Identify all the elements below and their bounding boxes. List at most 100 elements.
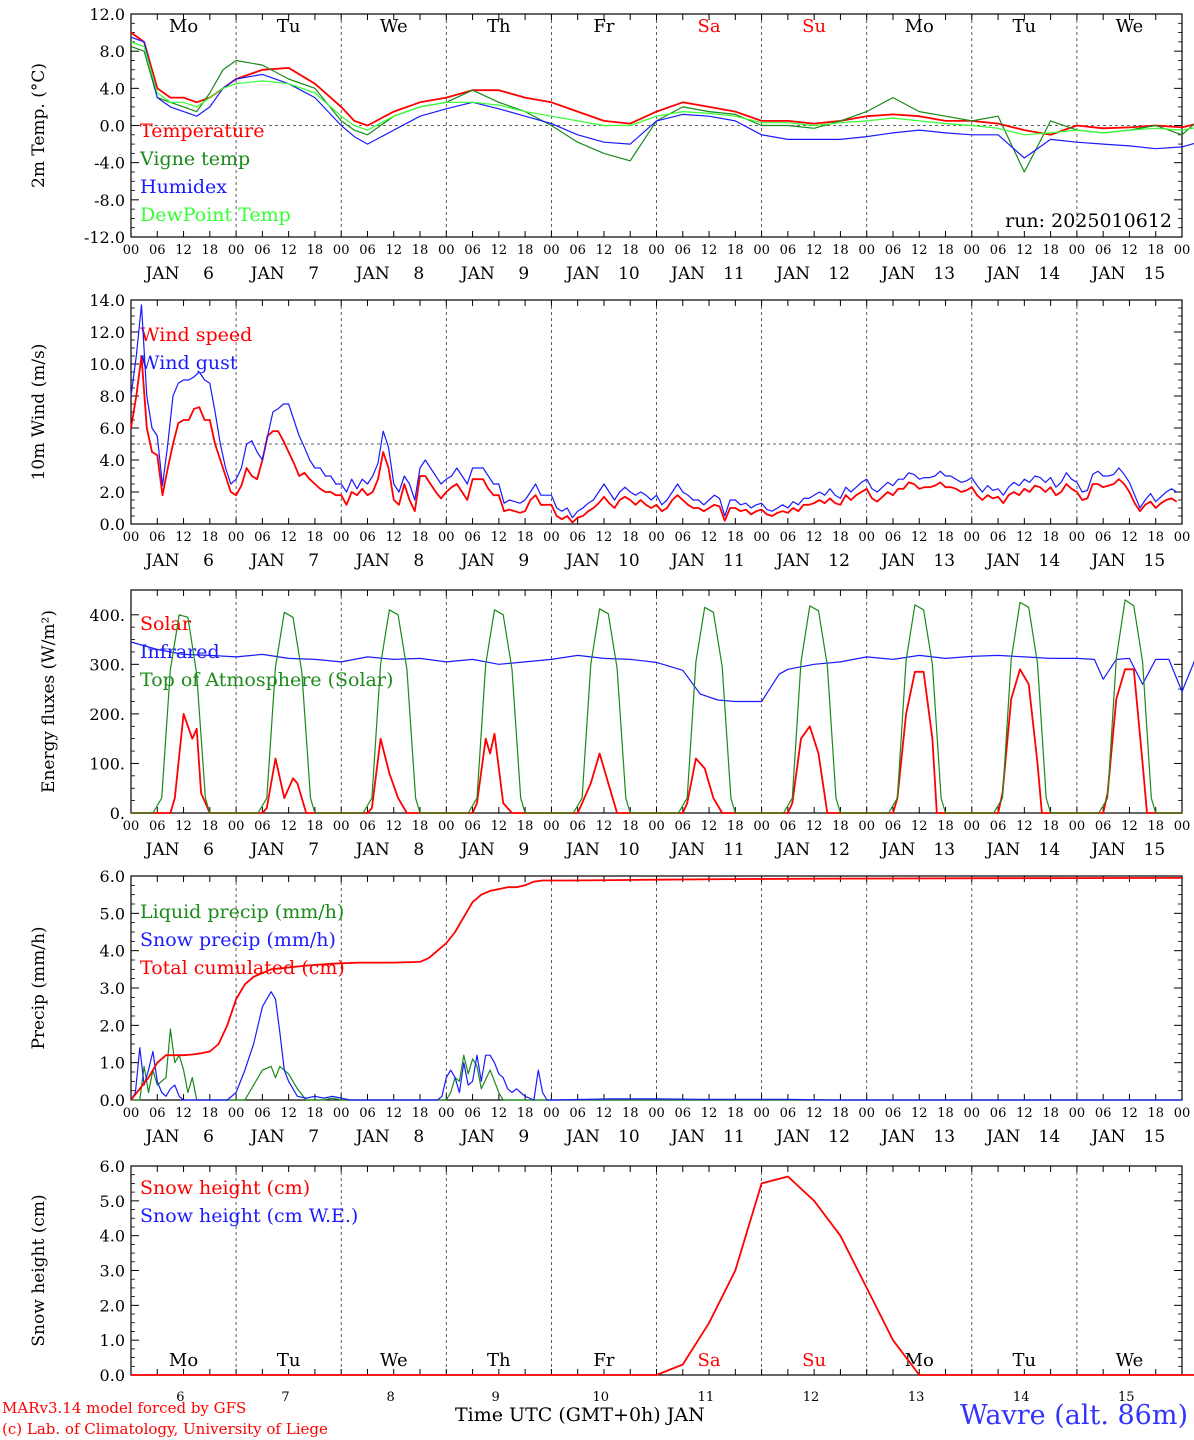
y-tick-label: 8.0 bbox=[100, 42, 125, 61]
y-tick-label: -4.0 bbox=[94, 154, 125, 173]
x-hour-label: 06 bbox=[359, 1106, 376, 1121]
x-hour-label: 12 bbox=[911, 1106, 928, 1121]
y-tick-label: 12.0 bbox=[89, 5, 125, 24]
x-hour-label: 12 bbox=[911, 530, 928, 545]
x-day-label-month: JAN bbox=[984, 551, 1020, 571]
x-hour-label: 06 bbox=[359, 819, 376, 834]
x-hour-label: 00 bbox=[438, 819, 455, 834]
x-hour-label: 00 bbox=[333, 1106, 350, 1121]
series-line-snow-height-cm- bbox=[131, 1175, 1194, 1376]
x-day-label-day: 15 bbox=[1144, 840, 1166, 860]
x-day-label-day: 14 bbox=[1039, 1127, 1061, 1147]
legend-entry: Snow height (cm W.E.) bbox=[140, 1205, 358, 1227]
x-hour-label: 06 bbox=[675, 819, 692, 834]
weekday-label: Th bbox=[487, 16, 511, 37]
x-hour-label: 18 bbox=[1147, 530, 1164, 545]
weekday-label: Mo bbox=[169, 16, 198, 37]
x-hour-label: 00 bbox=[648, 819, 665, 834]
x-day-label-day: 13 bbox=[933, 264, 955, 284]
x-hour-label: 00 bbox=[1174, 819, 1191, 834]
x-day-label-month: JAN bbox=[249, 840, 285, 860]
x-hour-label: 06 bbox=[569, 1106, 586, 1121]
y-tick-label: 200. bbox=[89, 705, 125, 724]
x-hour-label: 06 bbox=[1095, 819, 1112, 834]
x-hour-label: 00 bbox=[228, 530, 245, 545]
x-hour-label: 12 bbox=[385, 530, 402, 545]
x-day-label-month: JAN bbox=[984, 840, 1020, 860]
x-day-label-day: 11 bbox=[723, 551, 745, 571]
weekday-label: Fr bbox=[593, 16, 614, 37]
x-hour-label: 06 bbox=[149, 819, 166, 834]
x-hour-label: 00 bbox=[333, 819, 350, 834]
x-day-label-month: JAN bbox=[249, 551, 285, 571]
series-line-solar bbox=[131, 668, 1182, 814]
x-hour-label: 12 bbox=[280, 1106, 297, 1121]
x-day-label-month: JAN bbox=[564, 840, 600, 860]
x-day-label-month: JAN bbox=[459, 840, 495, 860]
x-day-label: 15 bbox=[1118, 1390, 1135, 1405]
x-hour-label: 00 bbox=[228, 243, 245, 258]
x-day-label-day: 9 bbox=[518, 1127, 529, 1147]
legend-entry: Wind speed bbox=[140, 324, 252, 346]
y-tick-label: 5.0 bbox=[100, 904, 125, 923]
y-axis-label: 2m Temp. (°C) bbox=[29, 63, 49, 188]
weekday-label: We bbox=[380, 1350, 408, 1371]
x-day-label-month: JAN bbox=[774, 1127, 810, 1147]
x-hour-label: 00 bbox=[858, 819, 875, 834]
x-day-label-month: JAN bbox=[354, 264, 390, 284]
x-hour-label: 18 bbox=[937, 819, 954, 834]
y-tick-label: 4.0 bbox=[100, 1227, 125, 1246]
y-axis-label: Precip (mm/h) bbox=[29, 926, 49, 1049]
x-day-label: 11 bbox=[698, 1390, 715, 1405]
x-hour-label: 06 bbox=[464, 530, 481, 545]
x-hour-label: 18 bbox=[307, 530, 324, 545]
x-hour-label: 12 bbox=[1016, 243, 1033, 258]
x-day-label-month: JAN bbox=[984, 1127, 1020, 1147]
x-day-label-day: 7 bbox=[308, 1127, 319, 1147]
lab-credit: (c) Lab. of Climatology, University of L… bbox=[2, 1420, 328, 1438]
x-hour-label: 00 bbox=[648, 530, 665, 545]
x-hour-label: 18 bbox=[832, 1106, 849, 1121]
x-hour-label: 12 bbox=[701, 1106, 718, 1121]
y-tick-label: 4.0 bbox=[100, 79, 125, 98]
x-day-label-day: 12 bbox=[828, 264, 850, 284]
weekday-label: Tu bbox=[277, 1350, 301, 1371]
x-hour-label: 00 bbox=[1069, 1106, 1086, 1121]
x-hour-label: 12 bbox=[175, 1106, 192, 1121]
x-hour-label: 06 bbox=[990, 819, 1007, 834]
x-hour-label: 00 bbox=[648, 243, 665, 258]
plot-frame bbox=[130, 299, 1183, 525]
y-tick-label: 4.0 bbox=[100, 942, 125, 961]
x-hour-label: 12 bbox=[911, 243, 928, 258]
x-hour-label: 18 bbox=[307, 819, 324, 834]
x-hour-label: 18 bbox=[517, 530, 534, 545]
y-tick-label: 3.0 bbox=[100, 1262, 125, 1281]
x-day-label-day: 10 bbox=[618, 840, 640, 860]
x-hour-label: 18 bbox=[832, 530, 849, 545]
legend-entry: Top of Atmosphere (Solar) bbox=[140, 669, 393, 691]
x-day-label-month: JAN bbox=[354, 840, 390, 860]
y-tick-label: 1.0 bbox=[100, 1054, 125, 1073]
x-hour-label: 18 bbox=[307, 243, 324, 258]
x-day-label-day: 8 bbox=[413, 840, 424, 860]
x-hour-label: 06 bbox=[675, 243, 692, 258]
x-hour-label: 18 bbox=[622, 1106, 639, 1121]
x-hour-label: 06 bbox=[254, 1106, 271, 1121]
x-hour-label: 18 bbox=[1042, 243, 1059, 258]
x-hour-label: 00 bbox=[333, 530, 350, 545]
x-day-label-month: JAN bbox=[879, 1127, 915, 1147]
weekday-label: Tu bbox=[1013, 1350, 1037, 1371]
x-hour-label: 06 bbox=[569, 530, 586, 545]
x-day-label-month: JAN bbox=[564, 551, 600, 571]
x-hour-label: 00 bbox=[1069, 530, 1086, 545]
x-hour-label: 12 bbox=[491, 530, 508, 545]
plot-frame bbox=[130, 589, 1183, 814]
x-hour-label: 18 bbox=[832, 243, 849, 258]
x-hour-label: 06 bbox=[149, 243, 166, 258]
x-hour-label: 18 bbox=[412, 243, 429, 258]
series-line-top-of-atmosphere-solar- bbox=[131, 599, 1182, 814]
x-hour-label: 00 bbox=[753, 1106, 770, 1121]
weekday-label: We bbox=[1116, 1350, 1144, 1371]
x-hour-label: 18 bbox=[622, 530, 639, 545]
x-hour-label: 12 bbox=[491, 1106, 508, 1121]
